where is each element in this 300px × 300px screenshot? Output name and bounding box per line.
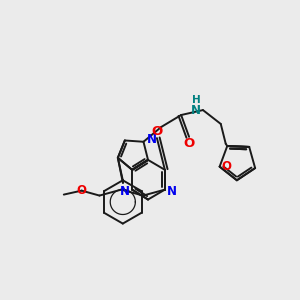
- Text: N: N: [120, 185, 130, 198]
- Text: O: O: [222, 160, 232, 173]
- Text: H: H: [192, 95, 200, 105]
- Text: O: O: [183, 137, 195, 150]
- Text: O: O: [76, 184, 87, 197]
- Text: O: O: [151, 125, 163, 138]
- Text: N: N: [146, 133, 156, 146]
- Text: N: N: [191, 103, 201, 117]
- Text: N: N: [167, 185, 177, 198]
